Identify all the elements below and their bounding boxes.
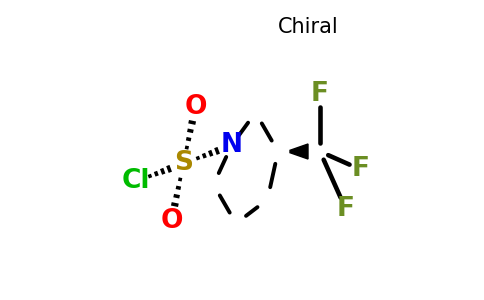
Text: S: S (174, 151, 193, 176)
Text: O: O (160, 208, 183, 233)
Text: Cl: Cl (121, 169, 150, 194)
Text: F: F (351, 157, 369, 182)
Text: Chiral: Chiral (278, 17, 338, 37)
Text: F: F (336, 196, 354, 221)
Text: F: F (311, 82, 329, 107)
Polygon shape (290, 144, 308, 159)
Text: O: O (184, 94, 207, 119)
Text: N: N (221, 133, 242, 158)
